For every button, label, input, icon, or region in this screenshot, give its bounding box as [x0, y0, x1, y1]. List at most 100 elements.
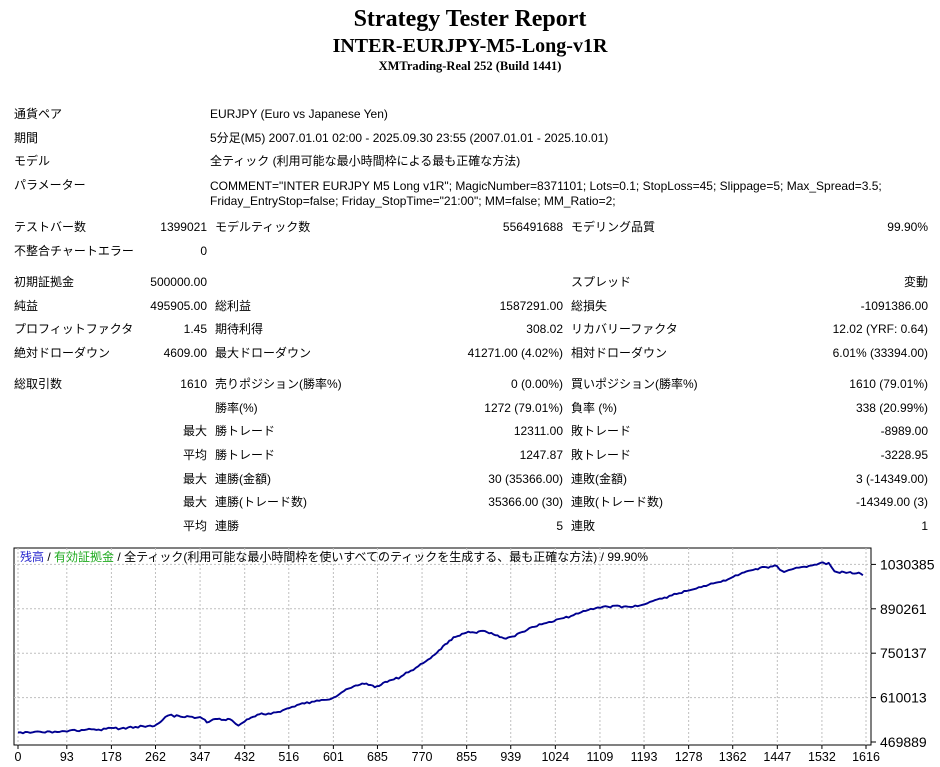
stat-value: 0 (0.00%)	[510, 377, 563, 391]
stat-label: 連敗(金額)	[571, 471, 627, 486]
stat-value: 99.90%	[887, 220, 928, 234]
stat-label: 期待利得	[215, 322, 264, 337]
stat-label	[14, 515, 147, 539]
stat-label: モデリング品質	[571, 220, 656, 234]
stat-value: 338 (20.99%)	[855, 400, 928, 415]
stat-value: 35366.00 (30)	[488, 495, 563, 510]
stat-label: 連勝(トレード数)	[215, 495, 307, 510]
stat-label: 総取引数	[14, 377, 63, 391]
stat-value: 4609.00	[163, 346, 207, 361]
stat-value: 1272 (79.01%)	[484, 400, 563, 415]
y-tick-label: 469889	[880, 734, 927, 750]
info-label: パラメーター	[14, 177, 86, 192]
x-tick-label: 1532	[808, 750, 836, 764]
y-tick-label: 610013	[880, 690, 927, 706]
stat-label	[563, 240, 749, 264]
x-tick-label: 1447	[763, 750, 791, 764]
stat-value: 5	[556, 519, 563, 534]
stat-value: 最大	[182, 495, 207, 510]
table-row: 純益 495905.00 総利益 1587291.00 総損失 -1091386.00	[14, 295, 928, 319]
table-row: 不整合チャートエラー 0	[14, 240, 928, 264]
table-row: 平均 連勝 5 連敗 1	[14, 515, 928, 539]
stat-value: 12311.00	[513, 424, 563, 439]
x-tick-label: 93	[60, 750, 74, 764]
chart-legend: 残高 / 有効証拠金 / 全ティック(利用可能な最小時間枠を使いすべてのティック…	[20, 550, 648, 564]
stat-value: -3228.95	[880, 448, 928, 463]
stat-label: テストバー数	[14, 220, 87, 234]
stat-label: スプレッド	[571, 275, 632, 289]
x-tick-label: 262	[145, 750, 166, 764]
info-value: 全ティック (利用可能な最小時間枠による最も正確な方法)	[210, 154, 521, 168]
stat-label: モデルティック数	[215, 220, 311, 234]
stat-label	[14, 468, 147, 492]
stat-label: 連敗	[571, 519, 596, 534]
server-build-line: XMTrading-Real 252 (Build 1441)	[378, 59, 562, 73]
stat-label	[14, 491, 147, 515]
stat-label: 買いポジション(勝率%)	[571, 377, 698, 391]
x-tick-label: 1362	[719, 750, 747, 764]
stat-label: 敗トレード	[571, 424, 632, 439]
stat-label: 総利益	[215, 298, 252, 313]
stat-value	[387, 240, 563, 264]
x-tick-label: 347	[190, 750, 211, 764]
legend-separator: /	[44, 550, 55, 564]
y-tick-label: 1030385	[880, 556, 935, 572]
stat-value: -8989.00	[880, 424, 928, 439]
stat-value	[749, 240, 928, 264]
profit-stats-table: 初期証拠金 500000.00 スプレッド 変動 純益 495905.00 総利益 15872…	[14, 271, 928, 366]
info-value: COMMENT="INTER EURJPY M5 Long v1R"; Magi…	[210, 178, 882, 208]
stat-value: 1587291.00	[499, 298, 563, 313]
stat-label: 負率 (%)	[571, 400, 617, 415]
stat-value: 1610	[180, 377, 207, 391]
x-tick-label: 178	[101, 750, 122, 764]
stat-value: 12.02 (YRF: 0.64)	[832, 322, 928, 337]
info-row: 通貨ペア EURJPY (Euro vs Japanese Yen)	[14, 103, 928, 127]
stat-label: 連勝	[215, 519, 240, 534]
table-row: 勝率(%) 1272 (79.01%) 負率 (%) 338 (20.99%)	[14, 397, 928, 421]
stat-label: 総損失	[571, 298, 608, 313]
table-row: 総取引数 1610 売りポジション(勝率%) 0 (0.00%) 買いポジション(勝率%…	[14, 373, 928, 397]
info-value: 5分足(M5) 2007.01.01 02:00 - 2025.09.30 23…	[210, 130, 609, 145]
stat-value: 30 (35366.00)	[488, 471, 563, 486]
y-tick-label: 890261	[880, 601, 927, 617]
stat-label: 勝トレード	[215, 448, 276, 463]
stat-value: 1610 (79.01%)	[849, 377, 928, 391]
stat-label	[14, 420, 147, 444]
balance-line	[17, 561, 864, 735]
equity-curve-svg: 0 93 178 262 347 432 516 601 685 770 855 939 1024 110…	[13, 547, 935, 764]
legend-item: 有効証拠金	[54, 550, 115, 564]
info-row: モデル 全ティック (利用可能な最小時間枠による最も正確な方法)	[14, 150, 928, 174]
stat-label: 絶対ドローダウン	[14, 346, 111, 361]
stat-label: 連敗(トレード数)	[571, 495, 663, 510]
stat-value: 最大	[182, 471, 207, 486]
stat-value: 3 (-14349.00)	[855, 471, 928, 486]
x-tick-label: 0	[15, 750, 22, 764]
stat-label	[14, 397, 147, 421]
info-label: モデル	[14, 154, 51, 168]
stat-label	[207, 240, 387, 264]
stat-value: 500000.00	[150, 275, 207, 289]
legend-separator: /	[597, 550, 608, 564]
x-tick-label: 770	[412, 750, 433, 764]
stat-value: -14349.00 (3)	[855, 495, 928, 510]
table-row: 初期証拠金 500000.00 スプレッド 変動	[14, 271, 928, 295]
table-row: 絶対ドローダウン 4609.00 最大ドローダウン 41271.00 (4.02%) 相…	[14, 342, 928, 366]
stat-label: 敗トレード	[571, 448, 632, 463]
stat-label: 売りポジション(勝率%)	[215, 377, 342, 391]
stat-label: 勝トレード	[215, 424, 276, 439]
trade-stats-table: 総取引数 1610 売りポジション(勝率%) 0 (0.00%) 買いポジション(勝率%…	[14, 373, 928, 539]
table-row: 最大 連勝(トレード数) 35366.00 (30) 連敗(トレード数) -14349.…	[14, 491, 928, 515]
x-tick-label: 855	[456, 750, 477, 764]
stat-label	[207, 271, 387, 295]
x-tick-label: 1616	[852, 750, 880, 764]
info-row: パラメーター COMMENT="INTER EURJPY M5 Long v1R"…	[14, 174, 928, 209]
stat-value: 41271.00 (4.02%)	[467, 346, 563, 361]
stat-label: プロフィットファクタ	[14, 322, 134, 337]
stat-value: 308.02	[526, 322, 563, 337]
info-row: 期間 5分足(M5) 2007.01.01 02:00 - 2025.09.30 …	[14, 127, 928, 151]
x-tick-label: 939	[500, 750, 521, 764]
model-stats-table: テストバー数 1399021 モデルティック数 556491688 モデリング品質 99.…	[14, 216, 928, 263]
info-value: EURJPY (Euro vs Japanese Yen)	[210, 107, 388, 121]
stat-label: 連勝(金額)	[215, 471, 271, 486]
y-tick-label: 750137	[880, 645, 927, 661]
